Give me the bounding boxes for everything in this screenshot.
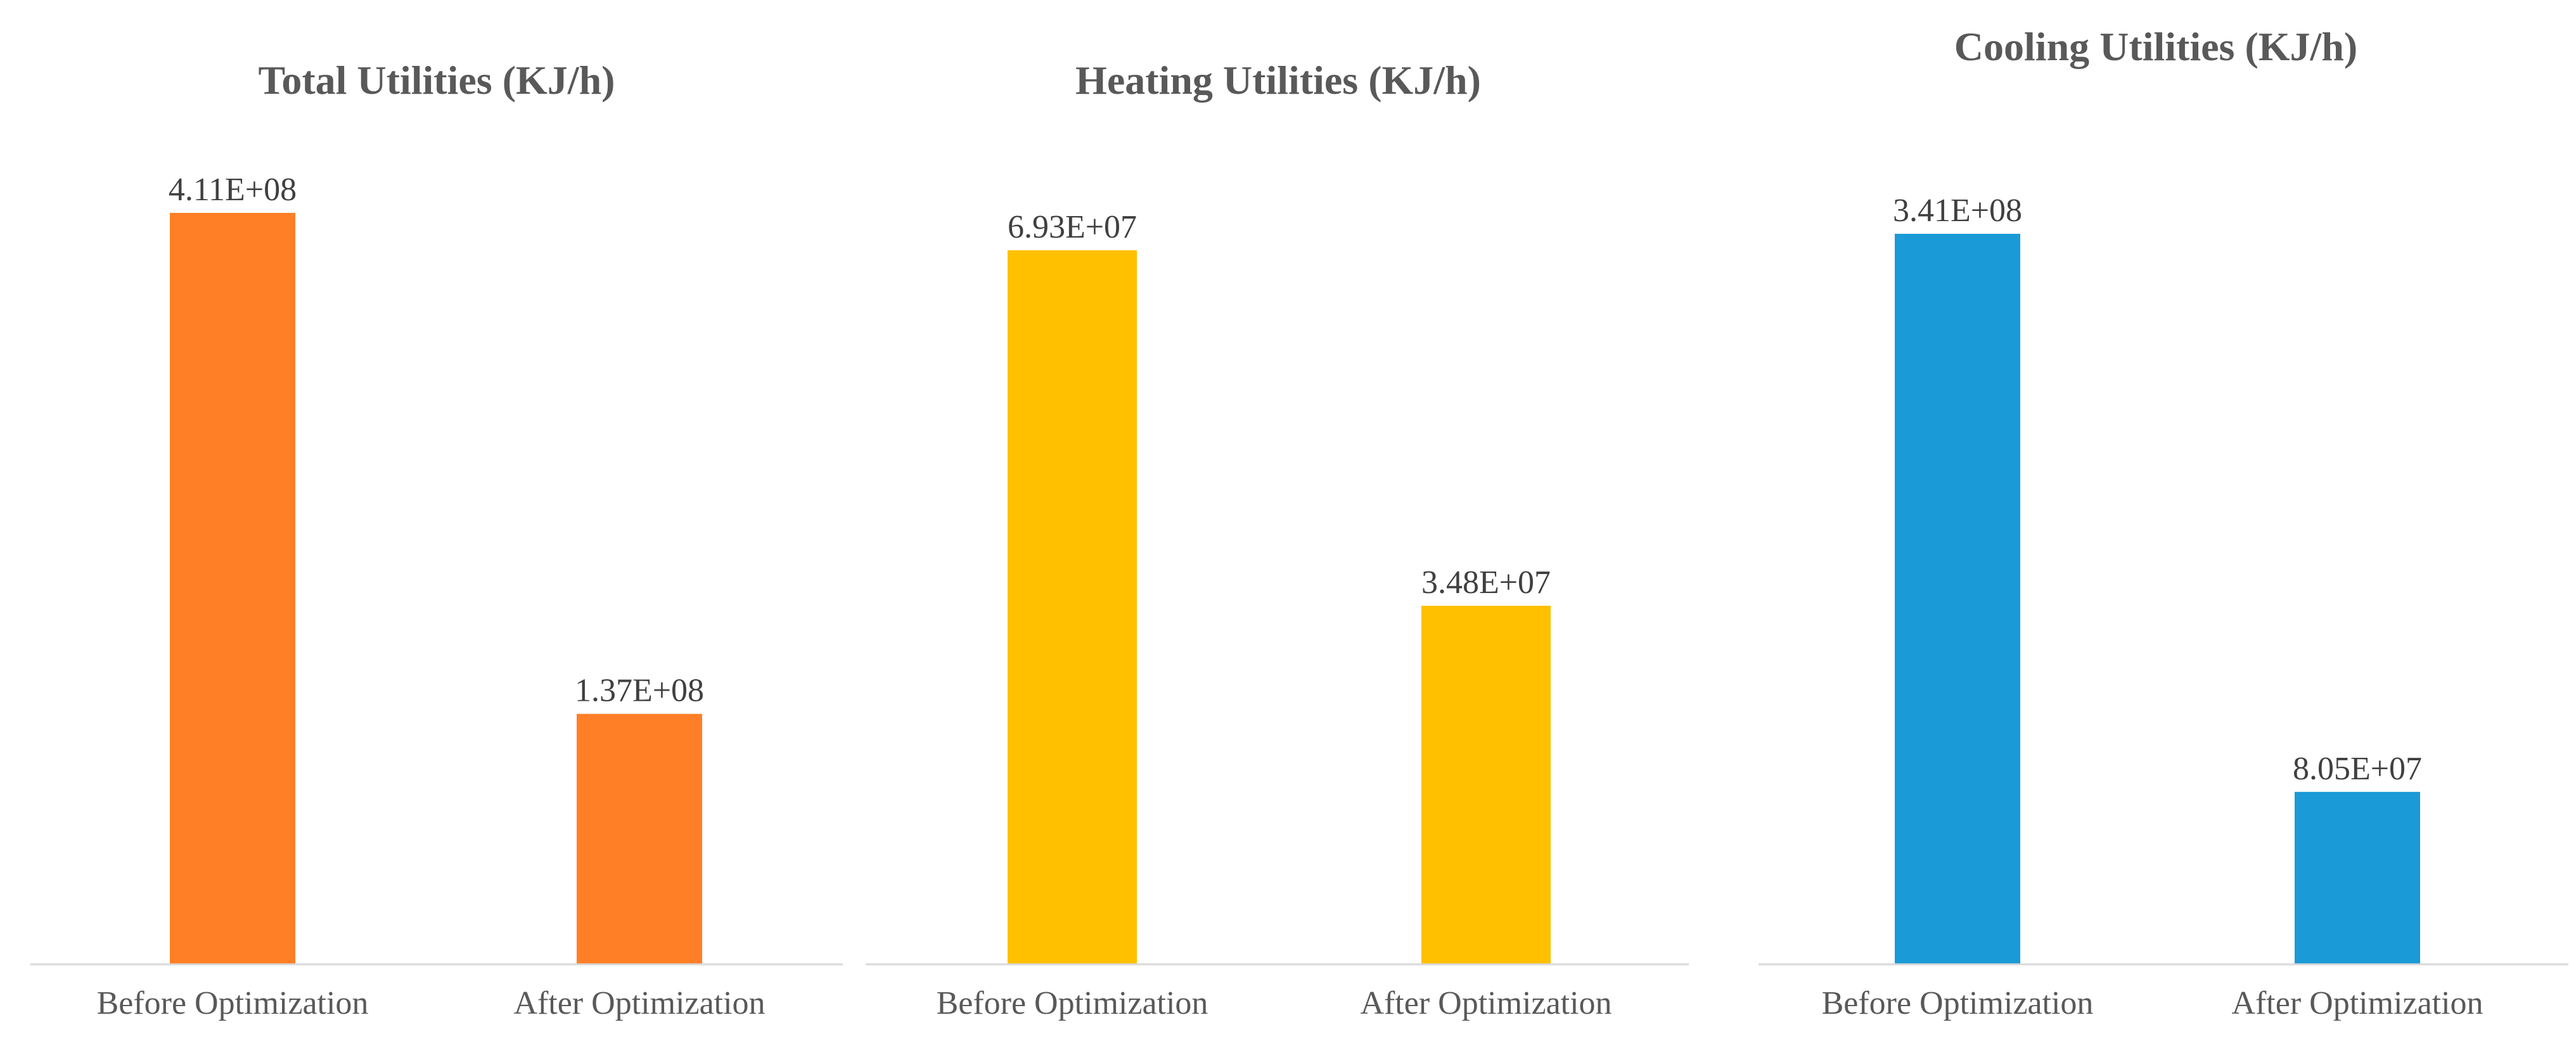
bars-group: 4.11E+08 1.37E+08 xyxy=(169,172,704,964)
data-label: 3.41E+08 xyxy=(1893,193,2022,229)
panel-total-utilities: Total Utilities (KJ/h) 4.11E+081.37E+08 … xyxy=(30,58,843,1021)
chart-title: Total Utilities (KJ/h) xyxy=(259,58,615,103)
bar xyxy=(1008,250,1137,964)
panel-heating-utilities: Heating Utilities (KJ/h) 6.93E+07 3.48E+0… xyxy=(866,58,1689,1021)
x-tick-label: Before Optimization xyxy=(1822,985,2094,1021)
data-label: 3.48E+07 xyxy=(1421,565,1551,601)
chart-title: Cooling Utilities (KJ/h) xyxy=(1954,24,2357,69)
x-tick-label: After Optimization xyxy=(1360,985,1612,1021)
bars-group: 6.93E+07 3.48E+07 xyxy=(1008,209,1551,964)
data-label: 1.37E+08 xyxy=(575,673,704,709)
data-label: 4.11E+08 xyxy=(169,172,297,208)
bars-group: 3.41E+08 8.05E+07 xyxy=(1893,193,2422,964)
x-tick-label: Before Optimization xyxy=(937,985,1208,1021)
bar xyxy=(2295,791,2420,964)
bar xyxy=(1895,234,2020,964)
x-tick-label: After Optimization xyxy=(513,985,765,1021)
bar xyxy=(1421,606,1551,964)
panel-cooling-utilities: Cooling Utilities (KJ/h) 3.41E+08 8.05E+0… xyxy=(1759,24,2568,1021)
x-tick-label: Before Optimization xyxy=(97,985,369,1021)
bar xyxy=(577,713,702,964)
chart-title: Heating Utilities (KJ/h) xyxy=(1075,58,1481,103)
x-tick-label: After Optimization xyxy=(2231,985,2483,1021)
data-label: 8.05E+07 xyxy=(2293,751,2422,787)
bar xyxy=(170,213,295,964)
data-label: 6.93E+07 xyxy=(1008,209,1137,245)
